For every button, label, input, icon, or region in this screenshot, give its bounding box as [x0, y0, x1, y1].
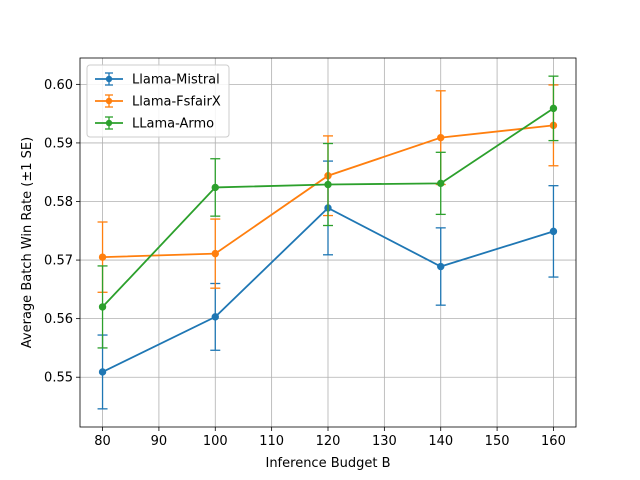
legend-item: Llama-Mistral [95, 72, 220, 88]
x-tick-label: 110 [259, 434, 284, 449]
legend-marker [105, 97, 113, 105]
y-axis-label: Average Batch Win Rate (±1 SE) [20, 137, 35, 348]
x-axis: 80 90 100 110 120 130 140 150 160 [94, 427, 566, 449]
legend-label: Llama-Mistral [132, 73, 220, 88]
x-tick-label: 90 [151, 434, 168, 449]
data-point [98, 253, 107, 261]
legend-label: LLama-Armo [132, 117, 214, 132]
series-layer [97, 75, 559, 410]
y-tick-label: 0.57 [44, 254, 73, 269]
y-tick-label: 0.58 [44, 195, 73, 210]
data-point [437, 133, 445, 142]
data-point [437, 262, 445, 271]
x-tick-label: 120 [316, 434, 341, 449]
legend-marker [105, 75, 113, 83]
legend-marker [105, 119, 113, 127]
x-tick-label: 140 [428, 434, 453, 449]
y-tick-label: 0.55 [44, 371, 73, 386]
legend-item: Llama-FsfairX [95, 94, 221, 110]
x-tick-label: 160 [541, 434, 566, 449]
data-point [211, 249, 219, 258]
data-point [211, 313, 219, 321]
y-tick-label: 0.59 [44, 136, 73, 151]
x-tick-label: 100 [203, 434, 228, 449]
data-point [324, 180, 332, 189]
data-point [211, 183, 219, 192]
legend-label: Llama-FsfairX [132, 95, 221, 110]
x-tick-label: 130 [372, 434, 397, 449]
data-point [98, 368, 107, 376]
y-tick-label: 0.60 [44, 78, 73, 93]
series-llama-armo [97, 75, 559, 349]
x-tick-label: 80 [94, 434, 111, 449]
data-point [549, 227, 558, 236]
legend-item: LLama-Armo [95, 116, 214, 132]
legend-box [86, 64, 230, 138]
y-tick-label: 0.56 [44, 312, 73, 327]
data-point [549, 104, 558, 113]
data-point [98, 303, 107, 311]
legend: Llama-Mistral Llama-FsfairX LLama-Armo [86, 64, 230, 138]
x-tick-label: 150 [485, 434, 510, 449]
y-axis: 0.55 0.56 0.57 0.58 0.59 0.60 [44, 78, 80, 386]
data-point [437, 179, 445, 188]
x-axis-label: Inference Budget B [265, 456, 390, 471]
